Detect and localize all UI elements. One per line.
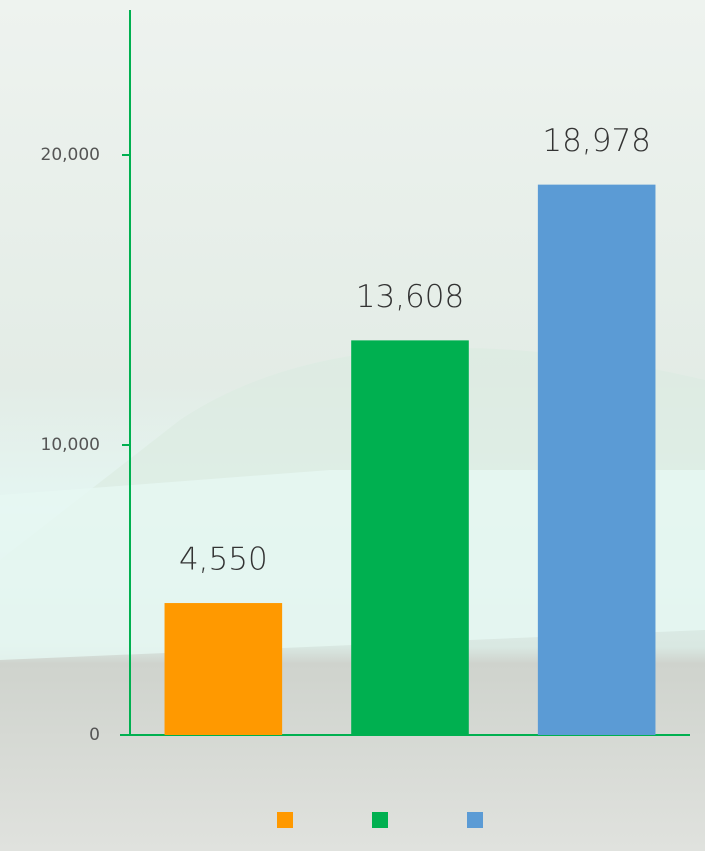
value-label: 4,550	[179, 542, 268, 578]
y-tick-label: 0	[89, 725, 100, 745]
legend-swatch	[372, 812, 388, 828]
y-tick-label: 10,000	[41, 435, 100, 455]
bar	[164, 603, 283, 735]
legend-swatch	[277, 812, 293, 828]
value-label: 18,978	[542, 123, 650, 159]
legend-swatch	[467, 812, 483, 828]
value-label: 13,608	[356, 279, 464, 315]
bar	[351, 340, 469, 735]
y-tick-label: 20,000	[41, 145, 100, 165]
bar	[537, 184, 656, 735]
